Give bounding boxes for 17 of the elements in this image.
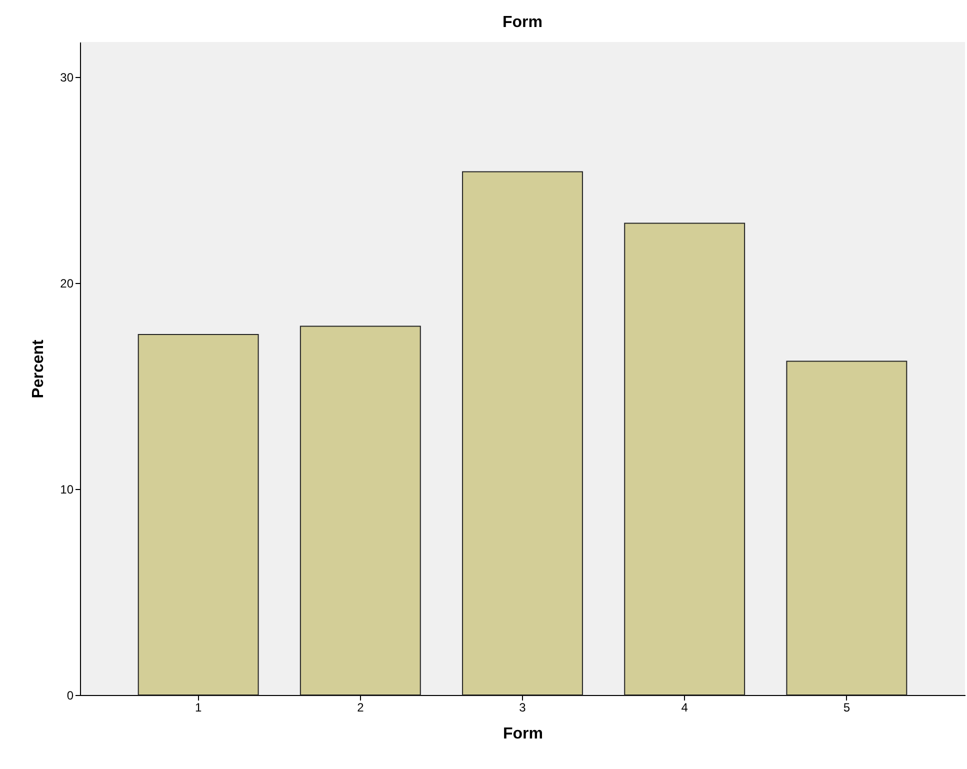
x-tick-label: 1 xyxy=(194,700,202,714)
y-axis-title: Percent xyxy=(30,338,48,398)
y-tick-label: 30 xyxy=(60,70,74,85)
x-tick-label: 5 xyxy=(843,700,850,714)
x-tick-label: 4 xyxy=(681,700,688,714)
y-tick-label: 0 xyxy=(66,688,74,702)
bar xyxy=(138,334,259,696)
bar xyxy=(624,222,746,696)
x-tick-label: 2 xyxy=(357,700,364,714)
y-tick-label: 10 xyxy=(60,482,74,497)
bar xyxy=(300,326,421,696)
y-tick-label: 20 xyxy=(60,276,74,291)
bar xyxy=(462,171,583,696)
bar xyxy=(786,360,908,696)
x-axis-title: Form xyxy=(503,726,543,742)
x-tick-label: 3 xyxy=(519,700,526,714)
chart-title: Form xyxy=(502,14,542,31)
